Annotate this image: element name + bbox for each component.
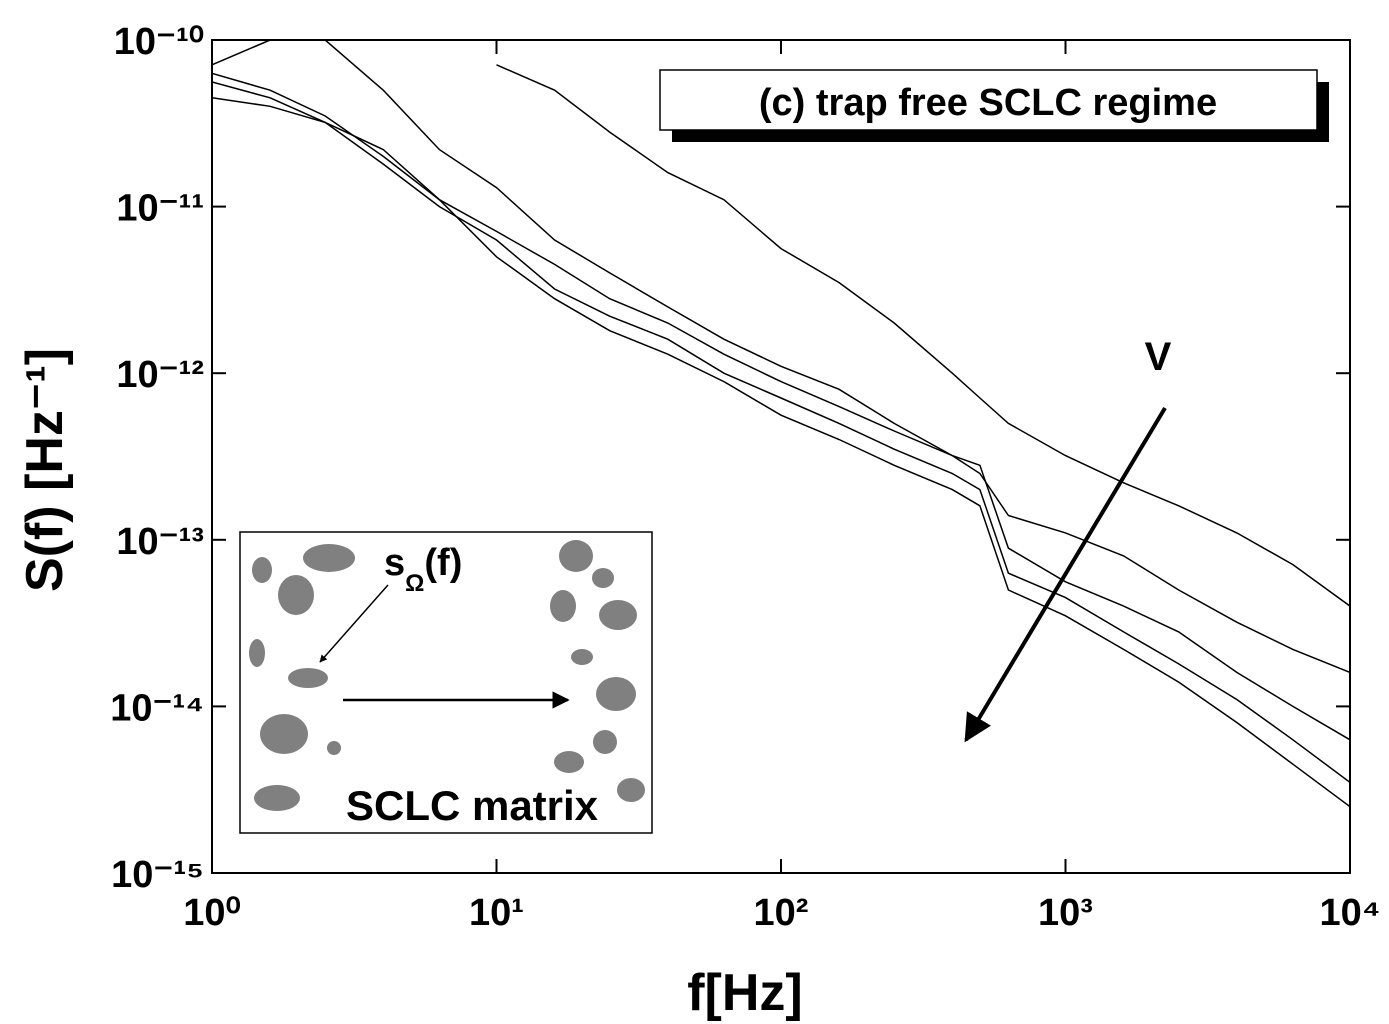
- x-tick-label: 10²: [754, 892, 809, 934]
- x-tick-label: 10³: [1038, 892, 1093, 934]
- inset-pointer: [319, 584, 389, 663]
- inset-particles: [249, 540, 645, 811]
- series-line: [212, 40, 1350, 674]
- inset-caption: SCLC matrix: [346, 782, 599, 829]
- plot-frame: [211, 39, 1351, 874]
- y-tick-label: 10⁻¹⁵: [111, 854, 204, 896]
- x-tick-label: 10¹: [469, 892, 524, 934]
- y-tick-label: 10⁻¹³: [116, 521, 204, 563]
- inset-label-main: s: [384, 542, 405, 584]
- inset-label: sΩ(f): [384, 542, 462, 597]
- inset-label-suffix: (f): [424, 542, 462, 584]
- trend-arrow: [964, 406, 1167, 743]
- x-tick-label: 10⁴: [1319, 892, 1380, 934]
- inset: sΩ(f) SCLC matrix: [239, 531, 653, 834]
- series-line: [212, 97, 1350, 808]
- series-line: [212, 72, 1350, 741]
- annotation: (c) trap free SCLC regime: [759, 82, 1217, 124]
- inset-label-subscript: Ω: [405, 570, 424, 597]
- y-axis-title: S(f) [Hz⁻¹]: [16, 348, 74, 592]
- y-tick-label: 10⁻¹¹: [116, 188, 204, 230]
- annotation-box: [659, 69, 1318, 131]
- y-tick-label: 10⁻¹⁴: [110, 687, 204, 729]
- y-tick-label: 10⁻¹⁰: [114, 21, 204, 63]
- x-axis-title: f[Hz]: [687, 964, 803, 1022]
- plot-area: 10⁰ 10¹ 10² 10³ 10⁴ 10⁻¹⁵ 10⁻¹⁴ 10⁻¹³ 10⁻¹² 10⁻¹¹…: [110, 21, 1380, 934]
- arrow-label: V: [1145, 335, 1172, 379]
- series-line: [212, 81, 1350, 784]
- y-tick-label: 10⁻¹²: [116, 354, 204, 396]
- series-line: [496, 64, 1350, 607]
- x-tick-label: 10⁰: [183, 892, 241, 934]
